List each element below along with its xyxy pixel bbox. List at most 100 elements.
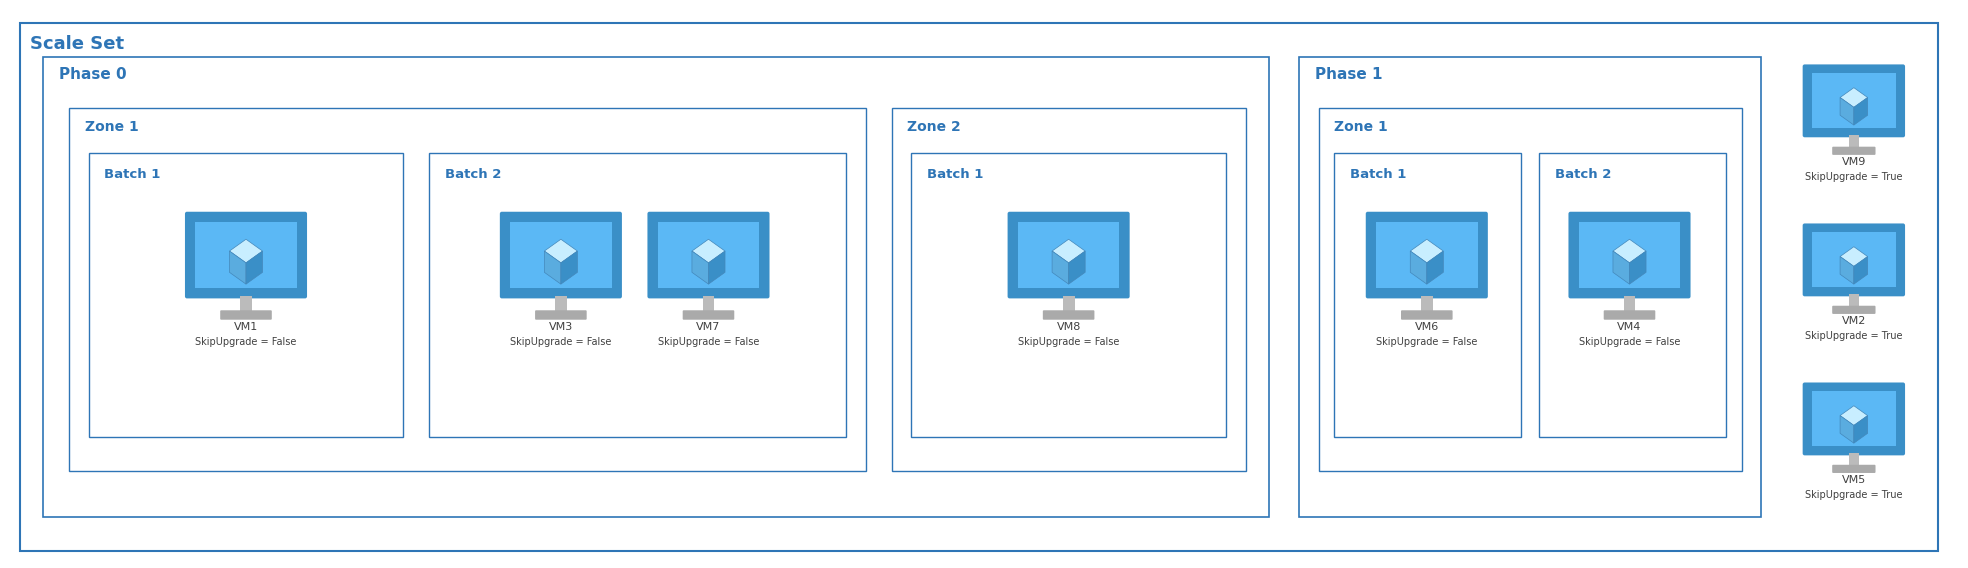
Bar [1017,222,1120,288]
Polygon shape [1411,239,1443,263]
Polygon shape [1840,257,1854,284]
FancyBboxPatch shape [1803,223,1905,296]
Bar [1811,391,1897,446]
Text: VM6: VM6 [1415,321,1439,332]
Bar [1850,135,1858,148]
Polygon shape [1840,98,1854,125]
Polygon shape [545,251,561,284]
Polygon shape [1840,416,1854,443]
Text: VM5: VM5 [1842,475,1866,485]
Polygon shape [561,251,577,284]
Bar [892,108,1246,471]
Bar [240,296,252,311]
FancyBboxPatch shape [647,212,769,298]
Text: SkipUpgrade = False: SkipUpgrade = False [1376,337,1478,346]
Polygon shape [1614,251,1630,284]
Bar [1850,453,1858,466]
Bar [195,222,297,288]
Text: Scale Set: Scale Set [30,35,124,53]
Bar [510,222,612,288]
Text: VM3: VM3 [549,321,573,332]
FancyBboxPatch shape [1008,212,1130,298]
Text: SkipUpgrade = False: SkipUpgrade = False [657,337,760,346]
Polygon shape [545,239,577,263]
Polygon shape [708,251,724,284]
FancyBboxPatch shape [1568,212,1691,298]
Bar [911,153,1226,437]
Polygon shape [1411,251,1427,284]
Bar [1299,57,1761,517]
Polygon shape [230,239,262,263]
Polygon shape [1614,239,1645,263]
Text: VM4: VM4 [1618,321,1641,332]
Text: SkipUpgrade = False: SkipUpgrade = False [1578,337,1681,346]
Polygon shape [1427,251,1443,284]
Text: Phase 0: Phase 0 [59,67,126,82]
FancyBboxPatch shape [1832,147,1876,155]
Text: SkipUpgrade = False: SkipUpgrade = False [1017,337,1120,346]
Text: VM7: VM7 [697,321,720,332]
Bar [1539,153,1726,437]
FancyBboxPatch shape [1832,306,1876,314]
Text: SkipUpgrade = True: SkipUpgrade = True [1805,490,1903,500]
Bar [657,222,760,288]
Bar [1334,153,1521,437]
FancyBboxPatch shape [1832,465,1876,473]
FancyBboxPatch shape [185,212,307,298]
Text: SkipUpgrade = False: SkipUpgrade = False [195,337,297,346]
Text: VM9: VM9 [1842,157,1866,167]
Text: SkipUpgrade = True: SkipUpgrade = True [1805,331,1903,341]
Text: Zone 2: Zone 2 [907,120,960,135]
Polygon shape [1069,251,1084,284]
Text: Batch 2: Batch 2 [445,168,502,181]
FancyBboxPatch shape [220,310,272,320]
Text: SkipUpgrade = True: SkipUpgrade = True [1805,172,1903,182]
Text: Batch 2: Batch 2 [1555,168,1612,181]
Bar [1319,108,1742,471]
FancyBboxPatch shape [1401,310,1452,320]
Bar [703,296,714,311]
FancyBboxPatch shape [1803,64,1905,137]
FancyBboxPatch shape [683,310,734,320]
Text: VM1: VM1 [234,321,258,332]
Text: Batch 1: Batch 1 [104,168,161,181]
Polygon shape [230,251,246,284]
FancyBboxPatch shape [535,310,586,320]
Text: VM2: VM2 [1842,316,1866,326]
Bar [1811,232,1897,287]
Bar [43,57,1269,517]
Polygon shape [1840,87,1868,107]
Bar [555,296,567,311]
Text: SkipUpgrade = False: SkipUpgrade = False [510,337,612,346]
Bar [1421,296,1433,311]
Polygon shape [246,251,262,284]
Bar [429,153,846,437]
FancyBboxPatch shape [500,212,622,298]
Text: Zone 1: Zone 1 [1334,120,1387,135]
Bar [1624,296,1635,311]
FancyBboxPatch shape [1043,310,1094,320]
Bar [1850,294,1858,307]
FancyBboxPatch shape [1366,212,1488,298]
Bar [1376,222,1478,288]
Polygon shape [1854,416,1868,443]
Bar [89,153,403,437]
Text: VM8: VM8 [1057,321,1080,332]
Text: Batch 1: Batch 1 [927,168,984,181]
Polygon shape [1840,406,1868,425]
Polygon shape [1854,98,1868,125]
FancyBboxPatch shape [1803,382,1905,456]
Polygon shape [1630,251,1645,284]
Bar [1063,296,1075,311]
Text: Phase 1: Phase 1 [1315,67,1382,82]
Bar [1811,73,1897,128]
FancyBboxPatch shape [1604,310,1655,320]
Polygon shape [1053,239,1084,263]
Polygon shape [1840,247,1868,266]
Bar [69,108,866,471]
Polygon shape [693,239,724,263]
Bar [1578,222,1681,288]
Polygon shape [693,251,708,284]
Polygon shape [1053,251,1069,284]
Text: Batch 1: Batch 1 [1350,168,1407,181]
